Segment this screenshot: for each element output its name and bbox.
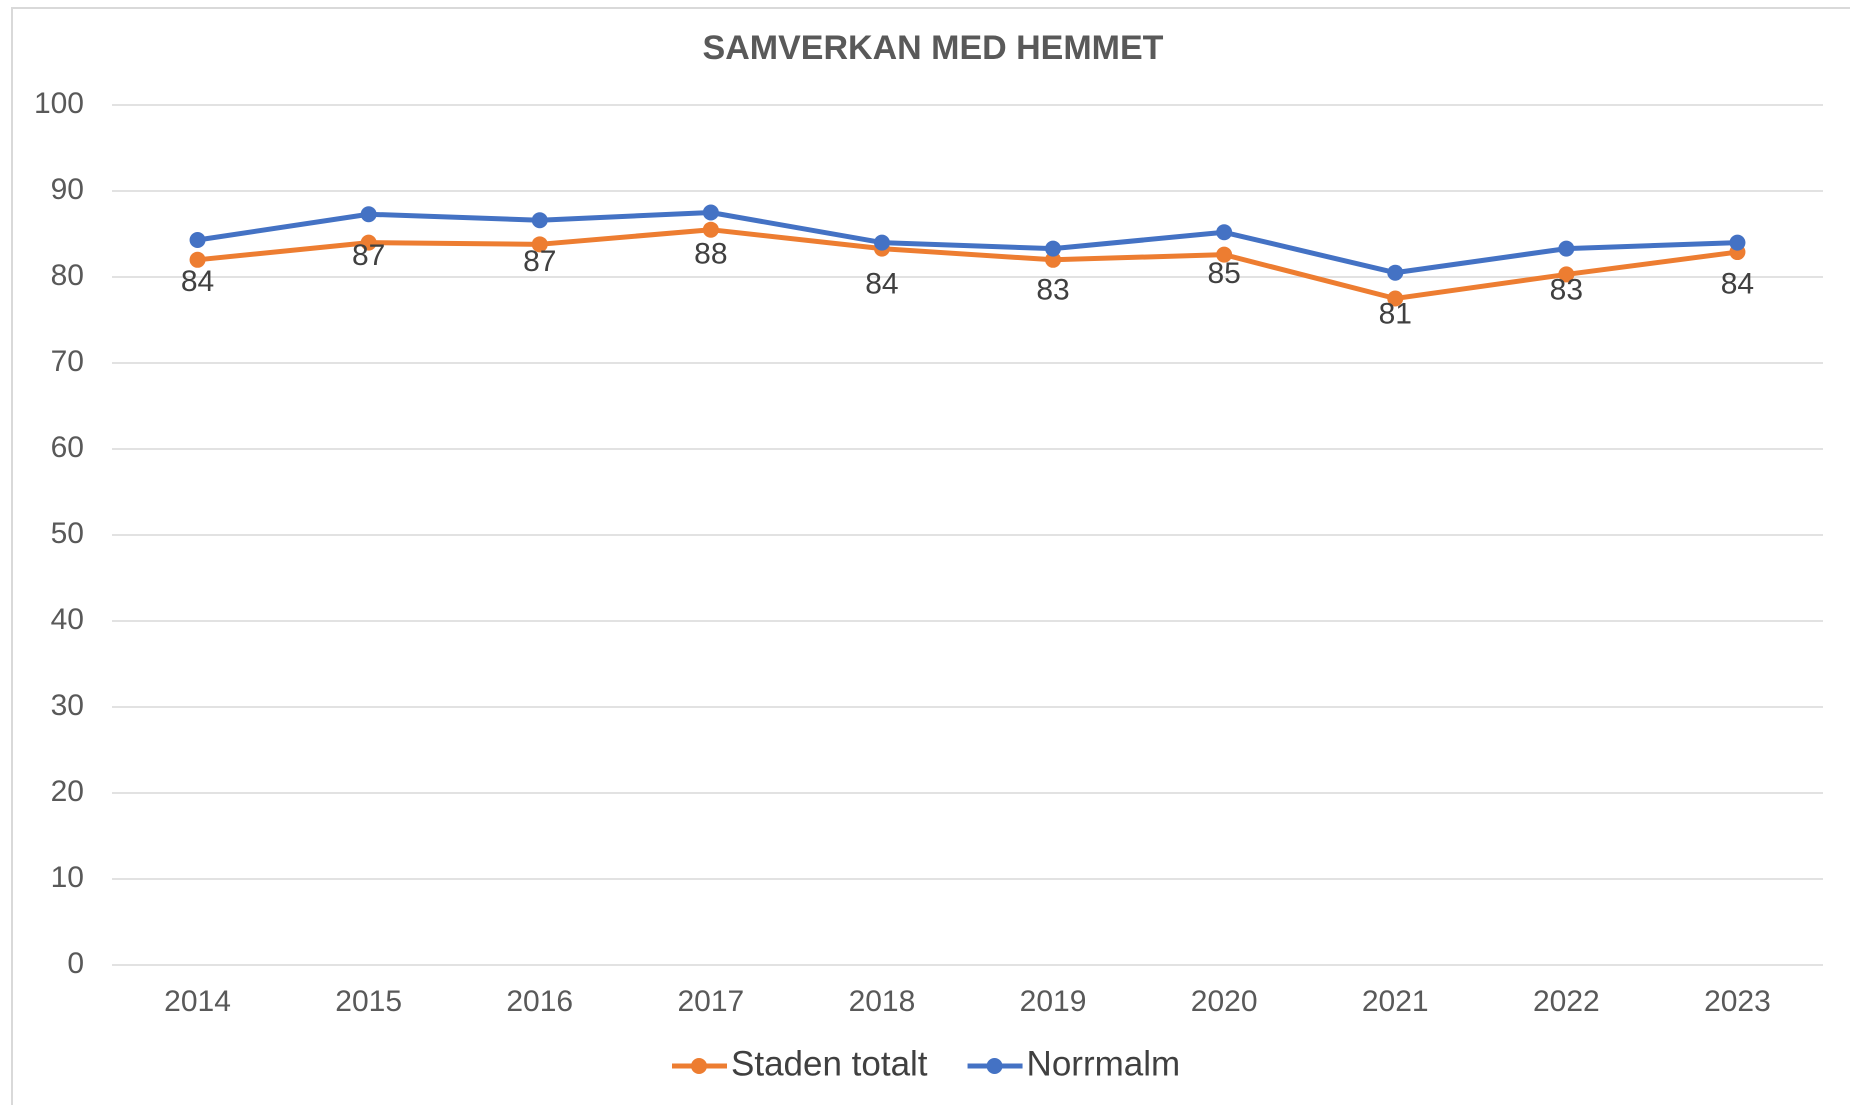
- point: [1216, 246, 1233, 263]
- point: [1387, 264, 1404, 281]
- series-line: [197, 227, 1738, 301]
- data-label: 88: [694, 237, 727, 270]
- data-label: 83: [1036, 274, 1069, 307]
- point: [1558, 240, 1575, 257]
- legend-label: Staden totalt: [731, 1044, 928, 1083]
- data-label: 85: [1207, 257, 1240, 290]
- x-tick-label: 2020: [1191, 985, 1258, 1018]
- point: [1729, 234, 1746, 251]
- y-tick-label: 90: [51, 173, 84, 206]
- y-tick-label: 80: [51, 259, 84, 292]
- legend-marker: [691, 1058, 707, 1074]
- point: [1558, 266, 1575, 283]
- chart-border: [11, 7, 1850, 1105]
- point: [360, 206, 377, 223]
- legend-label: Norrmalm: [1027, 1044, 1181, 1083]
- x-tick-label: 2017: [677, 985, 744, 1018]
- point: [1387, 290, 1404, 307]
- y-tick-label: 60: [51, 431, 84, 464]
- point: [531, 212, 548, 229]
- x-tick-label: 2022: [1533, 985, 1600, 1018]
- x-tick-label: 2014: [164, 985, 231, 1018]
- x-tick-label: 2018: [849, 985, 916, 1018]
- point: [1216, 224, 1233, 241]
- data-label: 81: [1379, 298, 1412, 331]
- data-label: 84: [865, 268, 898, 301]
- chart-title: SAMVERKAN MED HEMMET: [703, 29, 1164, 67]
- data-label: 87: [523, 245, 556, 278]
- y-tick-label: 50: [51, 517, 84, 550]
- y-tick-label: 0: [67, 947, 84, 980]
- point: [531, 236, 548, 253]
- data-label: 84: [181, 265, 214, 298]
- point: [873, 234, 890, 251]
- x-tick-label: 2019: [1020, 985, 1087, 1018]
- data-label: 87: [352, 239, 385, 272]
- x-tick-label: 2023: [1704, 985, 1771, 1018]
- series-line: [197, 210, 1738, 276]
- x-tick-label: 2015: [335, 985, 402, 1018]
- y-tick-label: 100: [34, 87, 84, 120]
- x-tick-label: 2016: [506, 985, 573, 1018]
- x-tick-label: 2021: [1362, 985, 1429, 1018]
- point: [1045, 251, 1062, 268]
- point: [189, 251, 206, 268]
- point: [702, 204, 719, 221]
- data-label: 84: [1721, 268, 1754, 301]
- y-tick-label: 70: [51, 345, 84, 378]
- legend-marker: [986, 1058, 1003, 1074]
- data-label: 83: [1550, 274, 1583, 307]
- point: [360, 234, 377, 251]
- y-tick-label: 10: [51, 861, 84, 894]
- point: [1045, 240, 1062, 257]
- y-tick-label: 20: [51, 775, 84, 808]
- point: [189, 232, 206, 249]
- y-tick-label: 40: [51, 603, 84, 636]
- point: [702, 221, 719, 238]
- y-tick-label: 30: [51, 689, 84, 722]
